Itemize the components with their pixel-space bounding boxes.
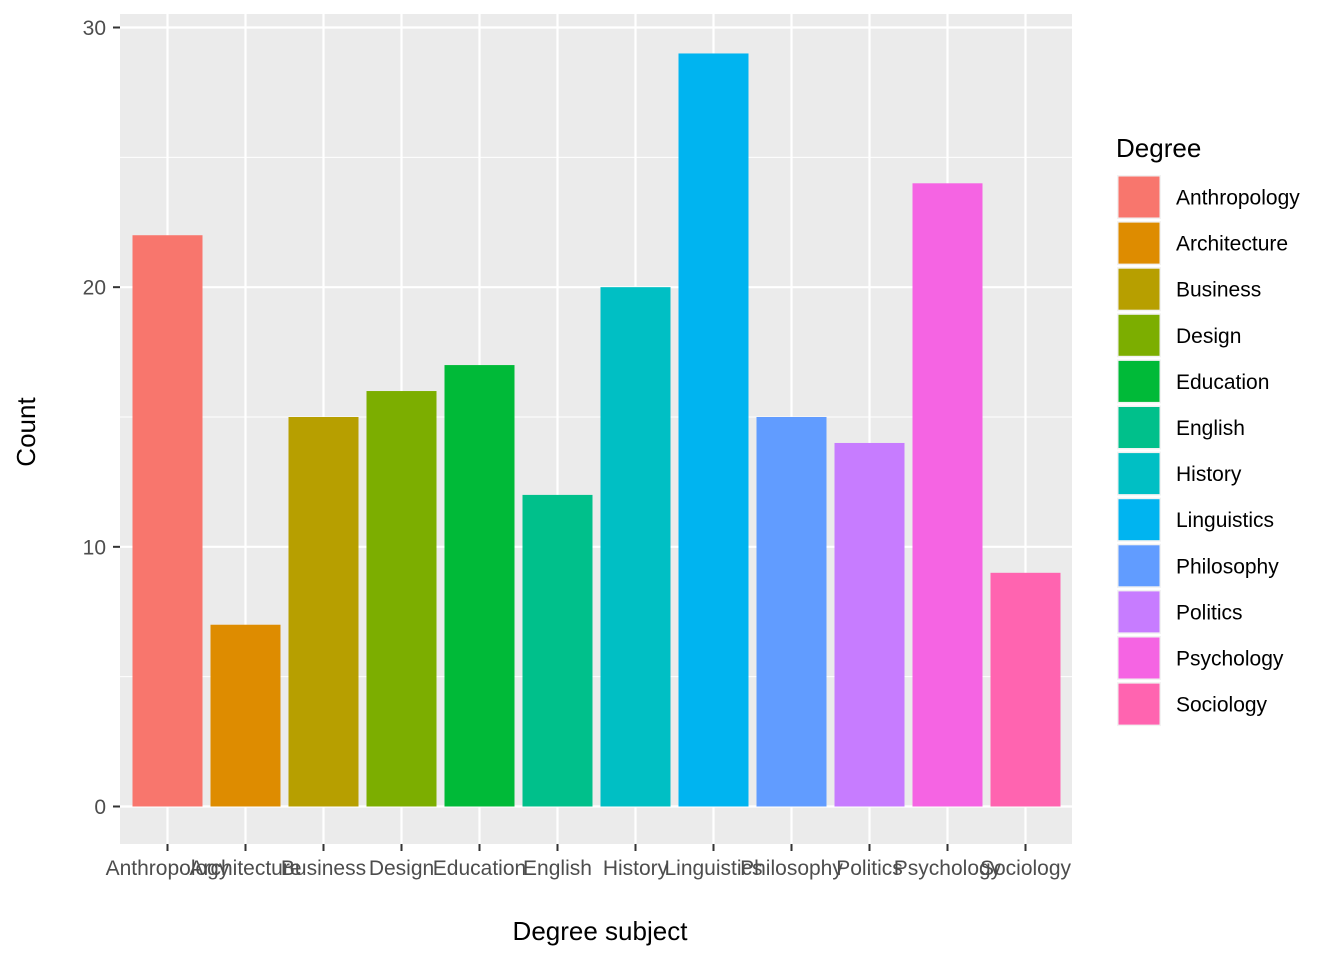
x-tick-label: Linguistics <box>664 857 762 880</box>
x-tick-label: History <box>603 857 669 880</box>
legend-label-architecture: Architecture <box>1176 233 1288 256</box>
bar-history <box>600 287 671 807</box>
legend-label-design: Design <box>1176 325 1241 348</box>
legend-label-education: Education <box>1176 371 1269 394</box>
legend-label-linguistics: Linguistics <box>1176 509 1274 532</box>
legend-label-sociology: Sociology <box>1176 694 1268 717</box>
y-tick-label: 0 <box>94 796 106 819</box>
legend-swatch-politics <box>1118 591 1160 633</box>
legend-swatch-business <box>1118 268 1160 310</box>
legend: Degree Anthropology Architecture Business D… <box>1116 133 1300 727</box>
legend-swatch-anthropology <box>1118 176 1160 218</box>
bar-sociology <box>990 572 1061 807</box>
bar-philosophy <box>756 417 827 807</box>
x-tick-label: Politics <box>836 857 903 880</box>
y-axis-title: Count <box>11 397 41 467</box>
x-tick-label: Sociology <box>980 857 1072 880</box>
legend-swatch-sociology <box>1118 683 1160 725</box>
legend-swatch-linguistics <box>1118 499 1160 541</box>
legend-label-psychology: Psychology <box>1176 648 1284 671</box>
legend-label-philosophy: Philosophy <box>1176 555 1279 578</box>
legend-swatch-psychology <box>1118 637 1160 679</box>
legend-title: Degree <box>1116 133 1201 163</box>
legend-label-english: English <box>1176 417 1245 440</box>
y-tick-label: 30 <box>83 17 106 40</box>
legend-label-politics: Politics <box>1176 601 1243 624</box>
x-tick-label: Anthropology <box>106 857 230 880</box>
legend-swatch-english <box>1118 407 1160 448</box>
legend-label-business: Business <box>1176 279 1261 302</box>
bar-psychology <box>912 183 983 807</box>
legend-label-anthropology: Anthropology <box>1176 187 1300 210</box>
x-tick-label: Philosophy <box>740 857 843 880</box>
bar-architecture <box>210 624 281 807</box>
x-tick-label: Architecture <box>189 857 301 880</box>
x-tick-label: English <box>523 857 592 880</box>
bars <box>132 53 1061 807</box>
bar-anthropology <box>132 235 203 807</box>
y-tick-label: 10 <box>83 536 106 559</box>
x-axis-title: Degree subject <box>513 916 689 946</box>
bar-politics <box>834 442 905 807</box>
y-tick-label: 20 <box>83 277 106 300</box>
x-tick-label: Design <box>369 857 434 880</box>
y-axis: 0 10 20 30 <box>83 17 120 819</box>
x-tick-label: Business <box>281 857 366 880</box>
bar-business <box>288 417 359 807</box>
bar-design <box>366 391 437 807</box>
legend-swatch-philosophy <box>1118 545 1160 587</box>
x-tick-label: Education <box>433 857 526 880</box>
bar-english <box>522 494 593 807</box>
bar-linguistics <box>678 53 749 807</box>
legend-swatch-design <box>1118 314 1160 356</box>
legend-label-history: History <box>1176 463 1242 486</box>
bar-education <box>444 365 515 807</box>
legend-swatch-history <box>1118 453 1160 495</box>
legend-swatch-education <box>1118 360 1160 402</box>
x-tick-label: Psychology <box>894 857 1002 880</box>
legend-swatch-architecture <box>1118 222 1160 264</box>
